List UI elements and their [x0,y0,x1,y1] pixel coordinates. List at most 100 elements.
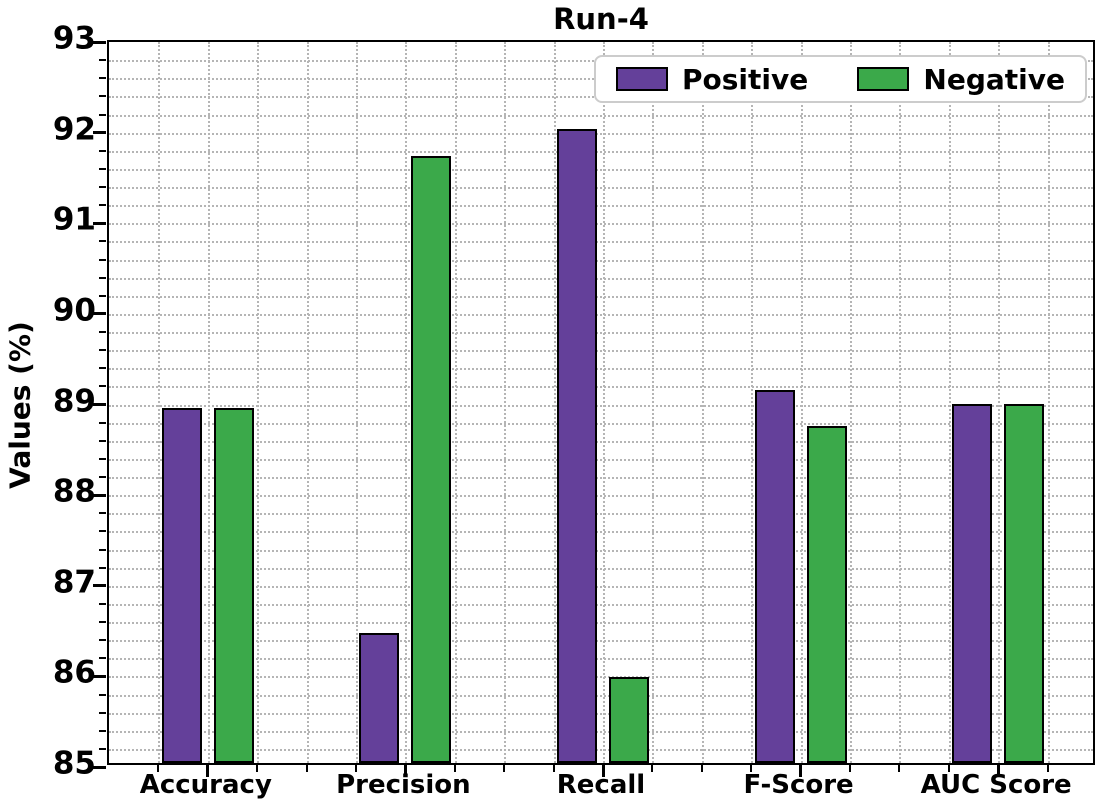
y-major-tick [93,493,106,497]
horizontal-gridline [109,350,1093,353]
x-minor-tick [305,764,308,772]
bar-negative-precision [411,155,452,763]
vertical-gridline [850,42,852,763]
y-minor-tick [99,512,106,515]
y-minor-tick [99,240,106,243]
horizontal-gridline [109,150,1093,153]
y-minor-tick [99,657,106,660]
horizontal-gridline [109,640,1093,643]
x-major-tick [206,764,210,777]
chart-title: Run-4 [553,2,649,36]
y-minor-tick [99,149,106,152]
vertical-gridline [701,42,704,763]
x-minor-tick [898,764,901,772]
vertical-gridline [454,42,457,763]
y-minor-tick [99,457,106,460]
y-minor-tick [99,621,106,623]
x-tick-label-recall: Recall [556,770,646,800]
legend-swatch-positive [616,67,668,91]
y-tick-label-90: 90 [52,292,96,329]
y-minor-tick [99,385,106,388]
y-minor-tick [99,439,106,442]
bar-negative-recall [609,676,649,763]
y-major-tick [93,312,106,316]
horizontal-gridline [109,567,1093,570]
x-minor-tick [1046,764,1049,772]
horizontal-gridline [109,223,1093,226]
y-minor-tick [99,711,106,714]
horizontal-gridline [109,259,1093,262]
x-minor-tick [947,764,950,772]
legend-item-positive: Positive [616,63,808,96]
vertical-gridline [158,42,161,763]
y-minor-tick [99,367,106,370]
legend-label-positive: Positive [682,62,809,96]
horizontal-gridline [109,277,1093,280]
horizontal-gridline [109,422,1093,425]
y-tick-label-93: 93 [52,20,96,57]
x-minor-tick [750,764,753,772]
y-tick-label-92: 92 [52,111,96,148]
y-minor-tick [99,729,106,732]
y-minor-tick [99,186,106,188]
x-major-tick [403,764,407,777]
x-minor-tick [355,764,357,772]
horizontal-gridline [109,658,1093,661]
horizontal-gridline [109,694,1093,697]
legend-item-negative: Negative [857,63,1065,96]
vertical-gridline [899,42,902,763]
horizontal-gridline [109,676,1093,679]
horizontal-gridline [109,368,1093,371]
y-minor-tick [99,421,106,424]
y-minor-tick [99,747,106,750]
vertical-gridline [1047,42,1050,763]
x-major-tick [996,764,1000,777]
y-minor-tick [99,602,106,605]
y-minor-tick [99,331,106,333]
y-tick-label-89: 89 [52,383,96,420]
vertical-gridline [356,42,358,763]
x-tick-label-precision: Precision [336,770,471,800]
vertical-gridline [998,42,1001,763]
legend: Positive Negative [594,55,1087,103]
plot-area: Positive Negative [93,40,1095,777]
horizontal-gridline [109,332,1093,334]
y-minor-tick [99,276,106,279]
horizontal-gridline [109,603,1093,606]
horizontal-gridline [109,477,1093,479]
horizontal-gridline [109,730,1093,733]
horizontal-gridline [109,585,1093,588]
horizontal-gridline [109,404,1093,407]
horizontal-gridline [109,513,1093,516]
y-major-tick [93,40,106,44]
vertical-gridline [306,42,309,763]
y-tick-label-88: 88 [52,473,96,510]
bar-positive-precision [359,632,400,763]
y-minor-tick [99,693,106,696]
x-minor-tick [700,764,703,772]
vertical-gridline [751,42,754,763]
horizontal-gridline [109,187,1093,189]
horizontal-gridline [109,114,1093,117]
x-tick-label-f-score: F-Score [743,770,854,800]
y-major-tick [93,674,106,678]
horizontal-gridline [109,295,1093,298]
x-minor-tick [256,764,259,772]
x-minor-tick [157,764,160,772]
x-tick-label-accuracy: Accuracy [139,770,272,800]
horizontal-gridline [109,241,1093,244]
y-minor-tick [99,476,106,478]
horizontal-gridline [109,531,1093,534]
vertical-gridline [603,42,605,763]
vertical-gridline [504,42,507,763]
horizontal-gridline [109,549,1093,552]
horizontal-gridline [109,205,1093,208]
horizontal-gridline [109,313,1093,316]
horizontal-gridline [109,132,1093,135]
vertical-gridline [652,42,655,763]
vertical-gridline [553,42,556,763]
vertical-gridline [948,42,951,763]
y-major-tick [93,584,106,588]
horizontal-gridline [109,458,1093,461]
